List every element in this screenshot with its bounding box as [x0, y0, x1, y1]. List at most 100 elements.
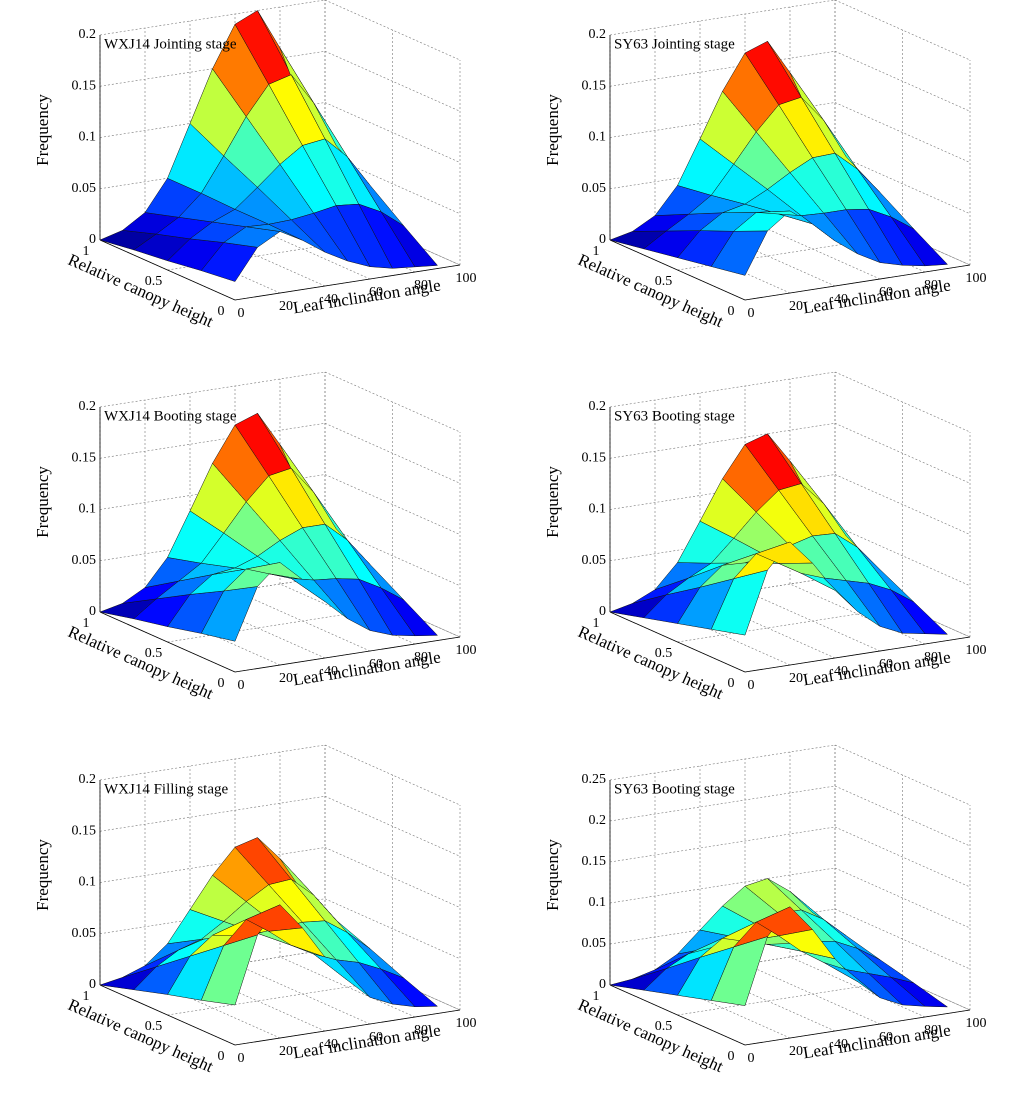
surface-panel: 0 0.05 0.1 0.15 0.2 0 20 40 60 80 100 0 0.5 1 SY63 Boo…: [543, 371, 987, 703]
z-tick-label: 0.05: [72, 181, 97, 196]
panel-title: SY63 Jointing stage: [614, 36, 735, 52]
grid-line: [609, 744, 836, 781]
grid-line: [699, 597, 836, 659]
z-tick-label: 0.15: [72, 78, 97, 93]
x-tick-label: 0: [748, 306, 755, 321]
x-tick-label: 0: [748, 678, 755, 693]
x-tick-label: 0: [238, 678, 245, 693]
z-tick-label: 0: [89, 977, 96, 992]
grid-line: [834, 525, 971, 587]
axis-line: [744, 1009, 971, 1046]
grid-line: [99, 371, 326, 408]
surface-patch: [891, 216, 949, 267]
z-tick-label: 0.15: [582, 450, 607, 465]
axis-line: [609, 984, 746, 1046]
x-tick-label: 20: [789, 671, 803, 686]
z-tick-label: 0.2: [79, 27, 97, 42]
y-axis-label: Relative canopy height: [575, 995, 726, 1076]
x-tick-label: 40: [834, 1037, 848, 1052]
z-tick-label: 0.05: [582, 936, 607, 951]
z-tick-label: 0: [89, 232, 96, 247]
grid-line: [324, 102, 461, 163]
surface-panel: 0 0.05 0.1 0.15 0.2 0 20 40 60 80 100 0 0.5 1 SY63 Joi…: [543, 0, 987, 331]
surface-patch: [381, 211, 439, 268]
axis-line: [609, 611, 746, 673]
x-tick-label: 60: [879, 657, 893, 672]
x-tick-label: 20: [789, 1044, 803, 1059]
z-tick-label: 0.05: [72, 926, 97, 941]
axis-line: [99, 611, 236, 673]
y-tick-label: 0.5: [145, 1019, 163, 1034]
y-tick-label: 0: [218, 304, 225, 319]
surface-panel: 0 0.05 0.1 0.15 0.2 0.25 0 20 40 60 80 100 0 0.5 1 SY63…: [543, 744, 987, 1076]
x-axis-label: Leaf inclination angle: [802, 275, 952, 317]
surface-panel: 0 0.05 0.1 0.15 0.2 0 20 40 60 80 100 0 0.5 1 WXJ14 Jo…: [33, 0, 477, 331]
grid-line: [609, 371, 836, 408]
z-tick-label: 0.2: [589, 813, 607, 828]
z-tick-label: 0.25: [582, 772, 607, 787]
grid-line: [324, 474, 461, 535]
x-tick-label: 100: [966, 271, 987, 286]
grid-line: [699, 970, 836, 1032]
x-tick-label: 100: [966, 643, 987, 658]
x-tick-label: 20: [279, 299, 293, 314]
grid-line: [834, 826, 971, 888]
grid-line: [324, 744, 461, 806]
x-tick-label: 80: [924, 278, 938, 293]
z-tick-label: 0.1: [589, 130, 607, 145]
axis-line: [234, 264, 461, 301]
y-tick-label: 1: [593, 616, 600, 631]
grid-line: [324, 371, 461, 433]
x-axis-label: Leaf inclination angle: [292, 275, 442, 317]
panel-title: WXJ14 Booting stage: [104, 408, 237, 424]
grid-line: [609, 867, 836, 904]
z-tick-label: 0.15: [72, 450, 97, 465]
surface-panel: 0 0.05 0.1 0.15 0.2 0 20 40 60 80 100 0 0.5 1 WXJ14 Bo…: [33, 371, 477, 703]
surface-patch: [381, 587, 439, 637]
grid-line: [324, 50, 461, 112]
y-tick-label: 1: [593, 989, 600, 1004]
grid-line: [834, 153, 971, 215]
z-tick-label: 0.05: [72, 553, 97, 568]
grid-line: [324, 525, 461, 587]
z-tick-label: 0.1: [79, 502, 97, 517]
grid-line: [324, 847, 461, 908]
x-tick-label: 20: [279, 1044, 293, 1059]
y-tick-label: 1: [83, 989, 90, 1004]
grid-line: [324, 0, 461, 61]
x-tick-label: 80: [414, 650, 428, 665]
y-tick-label: 0: [218, 1049, 225, 1064]
x-axis-label: Leaf inclination angle: [292, 647, 442, 689]
panel-title: SY63 Booting stage: [614, 408, 735, 424]
grid-line: [834, 102, 971, 163]
grid-line: [834, 422, 971, 484]
axis-line: [234, 1009, 461, 1046]
x-tick-label: 100: [966, 1016, 987, 1031]
grid-line: [834, 908, 971, 970]
z-tick-label: 0.15: [582, 78, 607, 93]
y-tick-label: 0: [728, 676, 735, 691]
z-tick-label: 0.05: [582, 553, 607, 568]
z-axis-label: Frequency: [543, 839, 562, 911]
z-tick-label: 0: [599, 232, 606, 247]
grid-line: [699, 225, 836, 287]
grid-line: [609, 422, 836, 459]
axis-line: [744, 264, 971, 301]
y-axis-label: Relative canopy height: [65, 995, 216, 1076]
z-axis-label: Frequency: [543, 466, 562, 538]
z-tick-label: 0.05: [582, 181, 607, 196]
z-tick-label: 0.1: [79, 875, 97, 890]
grid-line: [609, 826, 836, 863]
y-tick-label: 0.5: [655, 1019, 673, 1034]
grid-line: [99, 847, 326, 883]
grid-line: [789, 583, 926, 645]
z-tick-label: 0.2: [589, 27, 607, 42]
grid-line: [99, 0, 326, 36]
panel-title: WXJ14 Jointing stage: [104, 36, 237, 52]
surface-panel: 0 0.05 0.1 0.15 0.2 0 20 40 60 80 100 0 0.5 1 WXJ14 Fi…: [33, 744, 477, 1076]
grid-line: [324, 422, 461, 484]
grid-line: [189, 970, 326, 1032]
grid-line: [279, 956, 416, 1018]
surface-patch: [891, 589, 949, 635]
axis-line: [99, 984, 236, 1046]
